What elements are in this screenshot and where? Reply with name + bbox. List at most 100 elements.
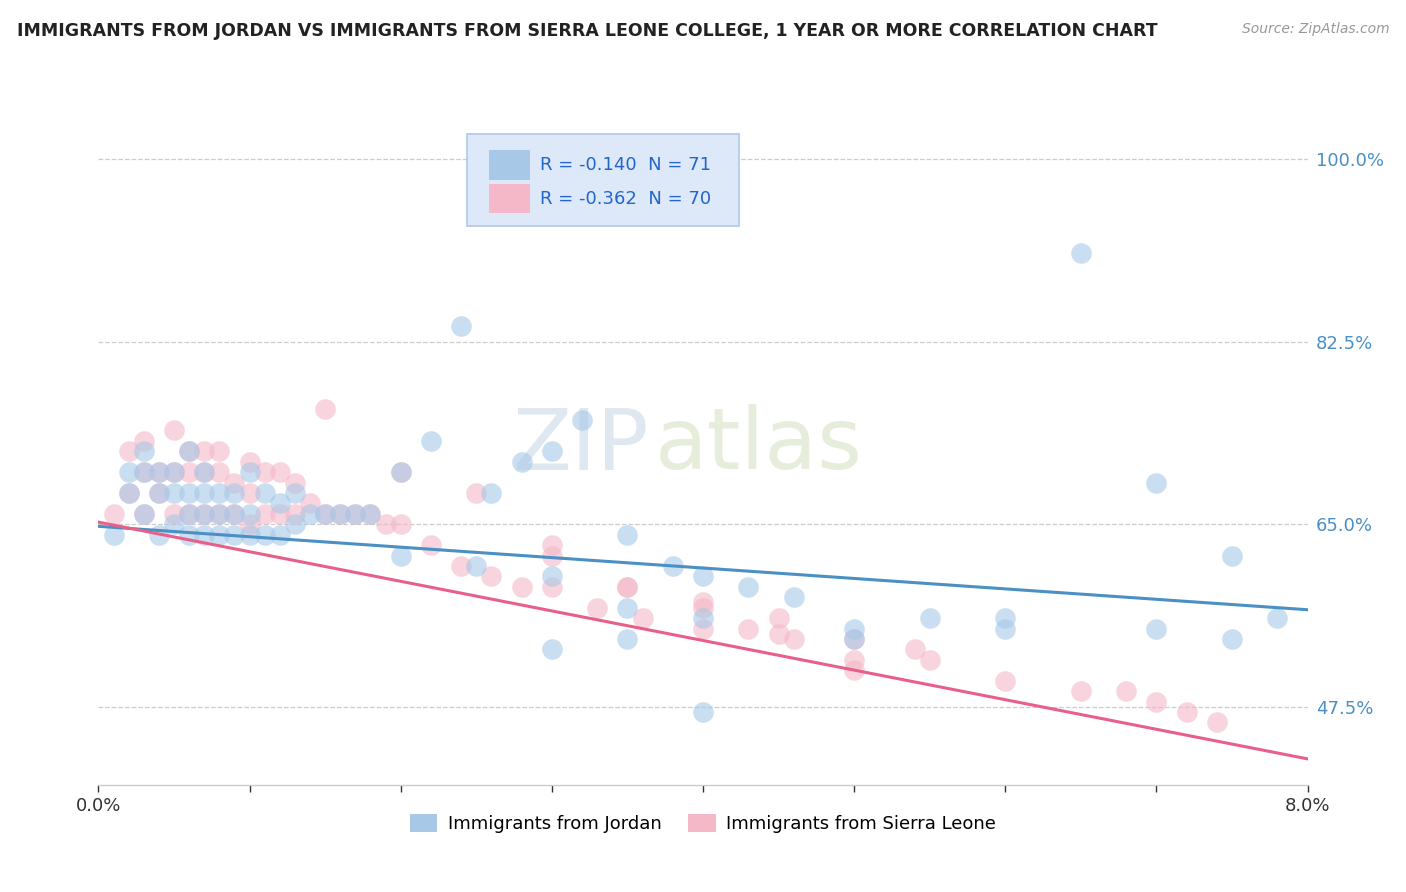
Point — [224, 475, 246, 490]
Point — [163, 423, 186, 437]
Point — [132, 465, 155, 479]
Point — [132, 434, 155, 448]
Point — [239, 527, 262, 541]
Text: atlas: atlas — [655, 404, 863, 488]
Point — [208, 507, 231, 521]
Point — [208, 527, 231, 541]
Point — [1070, 684, 1092, 698]
Point — [510, 580, 533, 594]
Point — [193, 444, 215, 458]
Point — [193, 465, 215, 479]
Text: ZIP: ZIP — [512, 404, 648, 488]
Point — [224, 507, 246, 521]
Point — [132, 444, 155, 458]
Point — [314, 507, 336, 521]
Point — [179, 444, 201, 458]
Point — [163, 465, 186, 479]
Point — [148, 486, 170, 500]
Point — [1115, 684, 1137, 698]
Point — [148, 486, 170, 500]
Point — [616, 580, 638, 594]
Point — [481, 486, 503, 500]
Point — [163, 486, 186, 500]
Point — [193, 507, 215, 521]
Point — [148, 465, 170, 479]
Point — [994, 673, 1017, 688]
Point — [269, 496, 291, 510]
Point — [540, 538, 562, 552]
Point — [314, 507, 336, 521]
Point — [118, 444, 141, 458]
Point — [616, 600, 638, 615]
Point — [193, 465, 215, 479]
Point — [284, 507, 307, 521]
Point — [179, 444, 201, 458]
Point — [224, 527, 246, 541]
Point — [389, 465, 412, 479]
Point — [179, 527, 201, 541]
Point — [844, 663, 866, 677]
Point — [239, 486, 262, 500]
Point — [118, 486, 141, 500]
Point — [540, 549, 562, 563]
Point — [1146, 622, 1168, 636]
Text: IMMIGRANTS FROM JORDAN VS IMMIGRANTS FROM SIERRA LEONE COLLEGE, 1 YEAR OR MORE C: IMMIGRANTS FROM JORDAN VS IMMIGRANTS FRO… — [17, 22, 1157, 40]
Point — [148, 465, 170, 479]
Point — [163, 465, 186, 479]
Point — [179, 486, 201, 500]
Point — [692, 611, 714, 625]
Point — [253, 486, 276, 500]
Point — [132, 465, 155, 479]
FancyBboxPatch shape — [489, 150, 530, 179]
Point — [208, 507, 231, 521]
Point — [844, 632, 866, 646]
Point — [239, 507, 262, 521]
Text: R = -0.140  N = 71: R = -0.140 N = 71 — [540, 156, 711, 174]
Point — [253, 507, 276, 521]
Point — [692, 600, 714, 615]
Point — [586, 600, 609, 615]
Point — [450, 558, 472, 573]
Point — [389, 465, 412, 479]
Point — [540, 444, 562, 458]
Point — [465, 558, 488, 573]
Point — [692, 705, 714, 719]
Point — [118, 465, 141, 479]
Point — [420, 538, 443, 552]
Point — [737, 580, 759, 594]
Point — [253, 527, 276, 541]
Point — [616, 580, 638, 594]
Point — [224, 507, 246, 521]
Point — [193, 507, 215, 521]
FancyBboxPatch shape — [489, 184, 530, 213]
Point — [329, 507, 352, 521]
Point — [1206, 715, 1229, 730]
Point — [631, 611, 654, 625]
Point — [103, 507, 125, 521]
Point — [224, 486, 246, 500]
Point — [904, 642, 927, 657]
Point — [360, 507, 382, 521]
Point — [692, 622, 714, 636]
Point — [783, 591, 806, 605]
Point — [208, 465, 231, 479]
Point — [299, 507, 322, 521]
Point — [118, 486, 141, 500]
Point — [208, 444, 231, 458]
Point — [253, 465, 276, 479]
Point — [103, 527, 125, 541]
Point — [918, 611, 941, 625]
Point — [616, 632, 638, 646]
Point — [844, 653, 866, 667]
FancyBboxPatch shape — [467, 134, 740, 226]
Point — [465, 486, 488, 500]
Point — [284, 486, 307, 500]
Point — [994, 622, 1017, 636]
Point — [661, 558, 683, 573]
Point — [284, 475, 307, 490]
Point — [329, 507, 352, 521]
Point — [344, 507, 367, 521]
Text: Source: ZipAtlas.com: Source: ZipAtlas.com — [1241, 22, 1389, 37]
Point — [163, 507, 186, 521]
Point — [179, 507, 201, 521]
